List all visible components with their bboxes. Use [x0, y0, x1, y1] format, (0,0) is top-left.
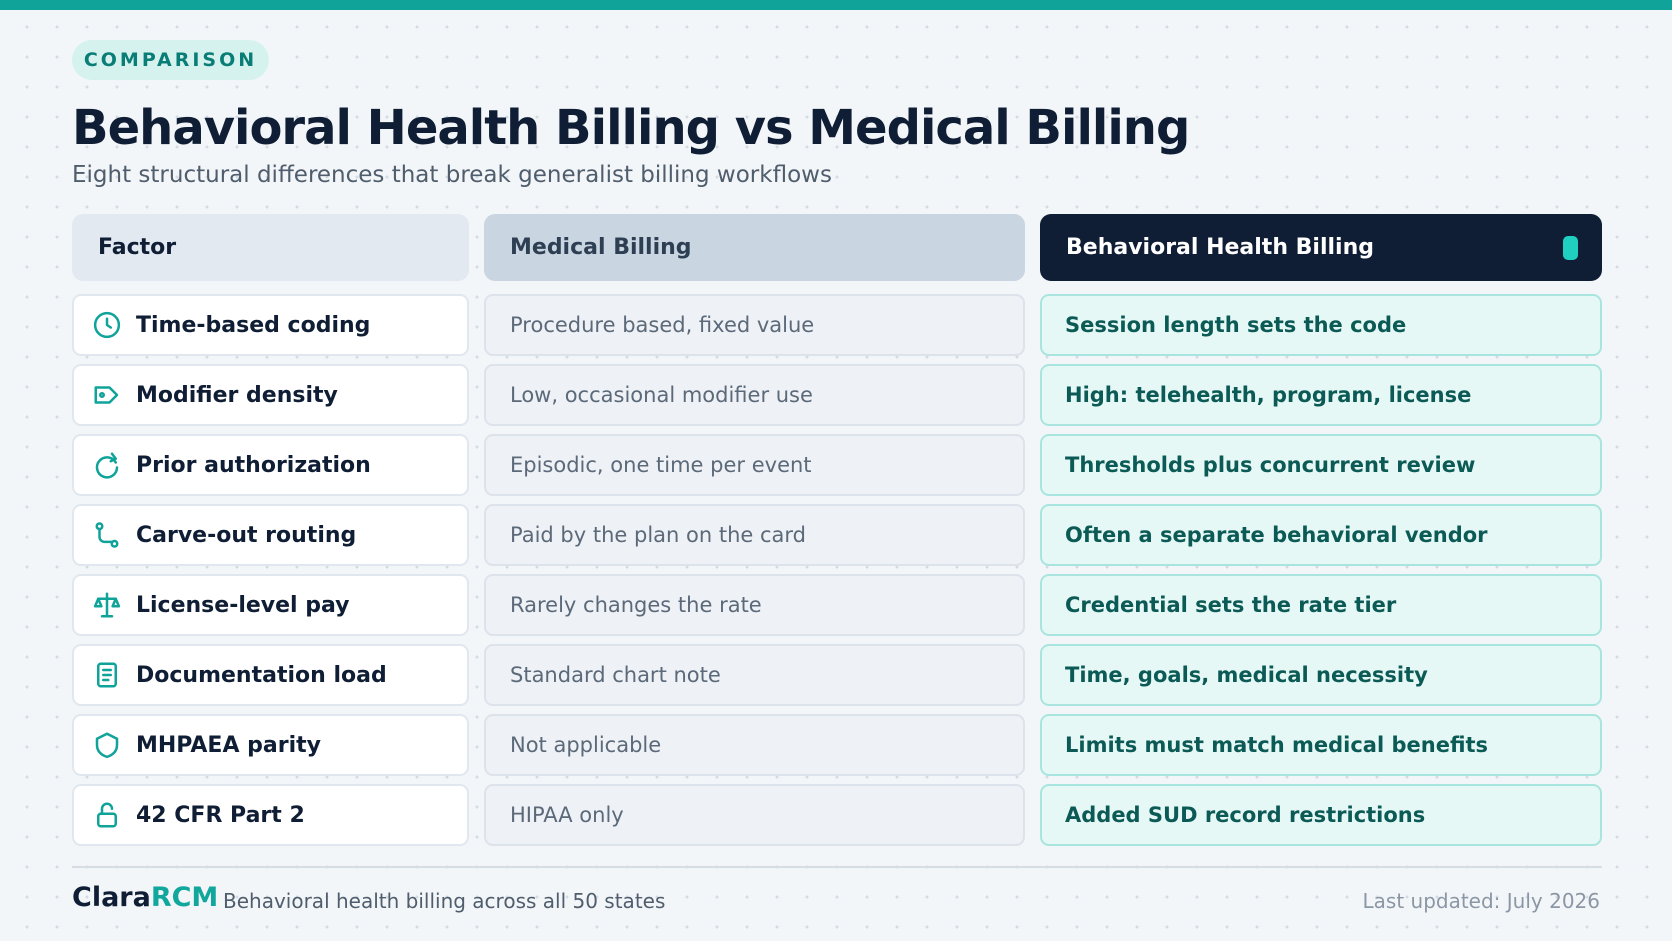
footer-divider: [72, 866, 1602, 868]
medical-cell: Low, occasional modifier use: [484, 364, 1025, 426]
behavioral-cell: Thresholds plus concurrent review: [1040, 434, 1602, 496]
top-accent-bar: [0, 0, 1672, 10]
factor-cell: License-level pay: [72, 574, 469, 636]
medical-cell: Paid by the plan on the card: [484, 504, 1025, 566]
factor-cell: MHPAEA parity: [72, 714, 469, 776]
shield-icon: [92, 730, 122, 760]
column-header-factor: Factor: [72, 214, 469, 281]
factor-cell: 42 CFR Part 2: [72, 784, 469, 846]
column-header-behavioral-label: Behavioral Health Billing: [1066, 235, 1374, 260]
brand-logo: ClaraRCM: [72, 882, 218, 913]
behavioral-cell: Often a separate behavioral vendor: [1040, 504, 1602, 566]
behavioral-cell: Session length sets the code: [1040, 294, 1602, 356]
medical-cell: Procedure based, fixed value: [484, 294, 1025, 356]
medical-cell: Standard chart note: [484, 644, 1025, 706]
medical-cell: Rarely changes the rate: [484, 574, 1025, 636]
unlock-icon: [92, 800, 122, 830]
scale-icon: [92, 590, 122, 620]
factor-cell: Carve-out routing: [72, 504, 469, 566]
brand-name: Clara: [72, 882, 151, 913]
factor-label: 42 CFR Part 2: [136, 802, 305, 828]
page-subtitle: Eight structural differences that break …: [72, 162, 832, 188]
factor-cell: Documentation load: [72, 644, 469, 706]
factor-label: Prior authorization: [136, 452, 371, 478]
factor-cell: Time-based coding: [72, 294, 469, 356]
factor-label: Time-based coding: [136, 312, 371, 338]
category-badge: COMPARISON: [72, 40, 269, 80]
factor-label: Modifier density: [136, 382, 338, 408]
factor-label: MHPAEA parity: [136, 732, 321, 758]
factor-label: License-level pay: [136, 592, 350, 618]
behavioral-cell: Limits must match medical benefits: [1040, 714, 1602, 776]
footer-tagline: Behavioral health billing across all 50 …: [223, 889, 666, 913]
medical-cell: Not applicable: [484, 714, 1025, 776]
medical-cell: Episodic, one time per event: [484, 434, 1025, 496]
factor-cell: Prior authorization: [72, 434, 469, 496]
behavioral-cell: High: telehealth, program, license: [1040, 364, 1602, 426]
route-icon: [92, 520, 122, 550]
factor-cell: Modifier density: [72, 364, 469, 426]
page-title: Behavioral Health Billing vs Medical Bil…: [72, 100, 1190, 156]
last-updated: Last updated: July 2026: [1362, 889, 1601, 913]
factor-label: Carve-out routing: [136, 522, 357, 548]
behavioral-cell: Credential sets the rate tier: [1040, 574, 1602, 636]
clock-icon: [92, 310, 122, 340]
medical-cell: HIPAA only: [484, 784, 1025, 846]
document-icon: [92, 660, 122, 690]
behavioral-cell: Time, goals, medical necessity: [1040, 644, 1602, 706]
column-header-medical: Medical Billing: [484, 214, 1025, 281]
refresh-icon: [92, 450, 122, 480]
column-header-behavioral: Behavioral Health Billing: [1040, 214, 1602, 281]
highlight-marker: [1563, 236, 1578, 260]
brand-accent: RCM: [150, 882, 219, 913]
factor-label: Documentation load: [136, 662, 387, 688]
behavioral-cell: Added SUD record restrictions: [1040, 784, 1602, 846]
tag-icon: [92, 380, 122, 410]
